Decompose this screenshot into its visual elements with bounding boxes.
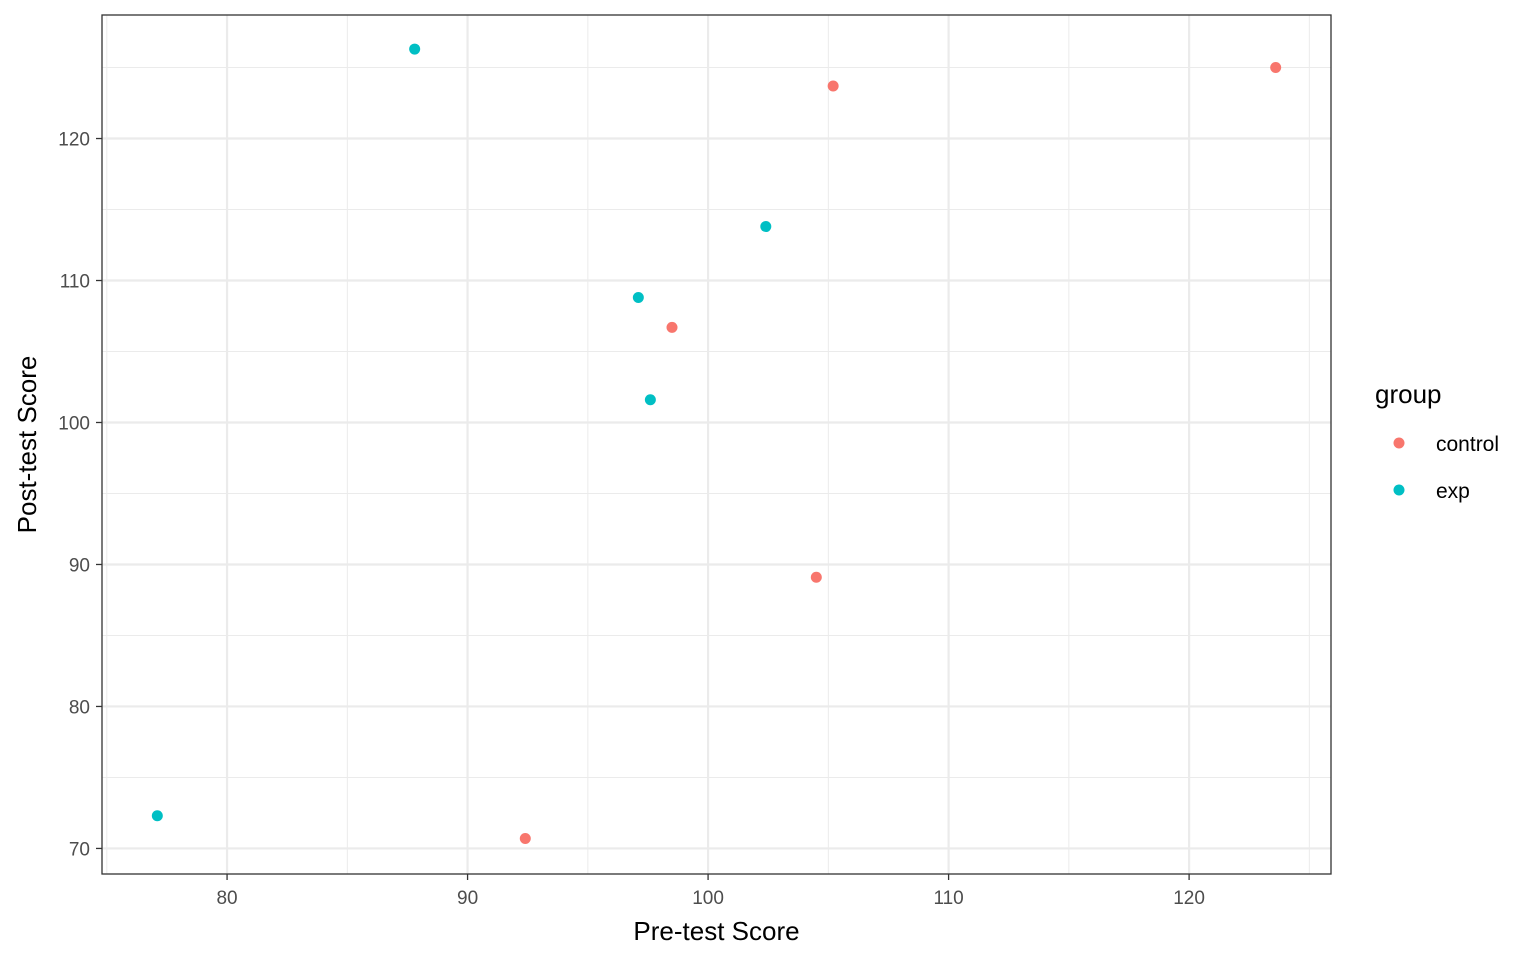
x-tick-label: 100: [692, 888, 724, 909]
data-point-exp: [645, 394, 656, 405]
data-point-exp: [409, 44, 420, 55]
data-point-control: [811, 572, 822, 583]
data-point-control: [1270, 62, 1281, 73]
y-tick-label: 80: [69, 697, 90, 718]
legend-label-exp: exp: [1436, 480, 1470, 503]
x-tick-label: 110: [933, 888, 963, 909]
data-point-exp: [152, 810, 163, 821]
legend-label-control: control: [1436, 433, 1499, 456]
x-tick-label: 80: [216, 888, 237, 909]
x-axis-title: Pre-test Score: [633, 916, 799, 946]
x-tick-label: 90: [457, 888, 478, 909]
data-point-control: [667, 322, 678, 333]
y-axis-title: Post-test Score: [12, 356, 42, 534]
data-point-exp: [760, 221, 771, 232]
y-tick-label: 110: [60, 272, 90, 293]
y-tick-label: 90: [69, 555, 90, 576]
legend-key-control: [1394, 438, 1405, 449]
y-tick-label: 120: [58, 130, 90, 151]
data-point-control: [520, 833, 531, 844]
x-tick-label: 120: [1173, 888, 1205, 909]
data-point-control: [828, 80, 839, 91]
y-tick-label: 70: [69, 839, 90, 860]
legend-title: group: [1375, 379, 1442, 409]
legend-key-exp: [1394, 485, 1405, 496]
data-point-exp: [633, 292, 644, 303]
y-tick-label: 100: [58, 413, 90, 434]
